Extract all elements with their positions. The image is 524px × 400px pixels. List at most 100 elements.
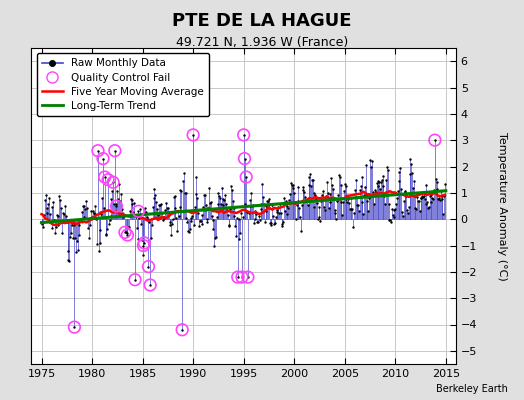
Point bbox=[179, 178, 187, 184]
Point bbox=[325, 198, 334, 205]
Point bbox=[208, 212, 216, 219]
Point bbox=[402, 193, 410, 199]
Point bbox=[303, 202, 312, 208]
Point bbox=[326, 191, 335, 198]
Point bbox=[77, 217, 85, 223]
Point bbox=[94, 148, 102, 154]
Point bbox=[299, 184, 308, 190]
Point bbox=[133, 225, 141, 232]
Point bbox=[388, 206, 396, 212]
Point bbox=[226, 206, 234, 212]
Point bbox=[252, 211, 260, 217]
Point bbox=[45, 195, 53, 201]
Point bbox=[283, 202, 292, 209]
Point bbox=[173, 228, 181, 234]
Point bbox=[54, 222, 62, 228]
Point bbox=[328, 181, 336, 188]
Point bbox=[329, 186, 337, 193]
Text: Berkeley Earth: Berkeley Earth bbox=[436, 384, 508, 394]
Point bbox=[66, 234, 74, 241]
Point bbox=[154, 212, 162, 218]
Point bbox=[99, 156, 107, 162]
Point bbox=[309, 177, 317, 184]
Point bbox=[214, 190, 223, 196]
Point bbox=[352, 177, 360, 184]
Point bbox=[345, 200, 353, 206]
Point bbox=[73, 238, 81, 244]
Text: PTE DE LA HAGUE: PTE DE LA HAGUE bbox=[172, 12, 352, 30]
Point bbox=[327, 174, 335, 181]
Point bbox=[361, 184, 369, 190]
Point bbox=[251, 216, 259, 222]
Point bbox=[421, 196, 429, 202]
Point bbox=[206, 199, 215, 206]
Point bbox=[148, 222, 156, 228]
Point bbox=[228, 198, 237, 204]
Point bbox=[381, 200, 389, 207]
Point bbox=[103, 226, 112, 232]
Point bbox=[201, 192, 209, 198]
Point bbox=[141, 205, 149, 212]
Point bbox=[230, 204, 238, 211]
Point bbox=[238, 274, 246, 280]
Point bbox=[181, 190, 190, 196]
Point bbox=[98, 195, 106, 201]
Point bbox=[335, 173, 344, 180]
Point bbox=[96, 226, 105, 233]
Point bbox=[406, 171, 414, 178]
Point bbox=[320, 207, 329, 214]
Point bbox=[268, 202, 277, 208]
Point bbox=[266, 220, 274, 226]
Point bbox=[406, 155, 414, 162]
Point bbox=[309, 190, 318, 196]
Point bbox=[438, 196, 446, 202]
Point bbox=[279, 219, 288, 225]
Point bbox=[220, 197, 228, 203]
Point bbox=[363, 191, 371, 198]
Point bbox=[43, 210, 52, 216]
Point bbox=[102, 232, 111, 239]
Point bbox=[234, 216, 243, 222]
Point bbox=[246, 202, 255, 209]
Point bbox=[163, 205, 172, 211]
Point bbox=[70, 324, 79, 330]
Point bbox=[157, 201, 165, 207]
Point bbox=[418, 193, 427, 199]
Point bbox=[344, 196, 352, 202]
Point bbox=[416, 208, 424, 214]
Point bbox=[377, 179, 385, 185]
Point bbox=[419, 194, 427, 200]
Point bbox=[335, 172, 343, 179]
Point bbox=[301, 194, 309, 200]
Point bbox=[44, 201, 52, 207]
Point bbox=[137, 221, 145, 227]
Point bbox=[284, 205, 292, 211]
Point bbox=[84, 235, 93, 241]
Point bbox=[69, 234, 77, 241]
Point bbox=[357, 174, 366, 180]
Point bbox=[395, 169, 403, 176]
Point bbox=[342, 196, 351, 202]
Point bbox=[101, 230, 110, 237]
Point bbox=[134, 208, 143, 214]
Point bbox=[75, 222, 84, 228]
Point bbox=[112, 203, 121, 209]
Point bbox=[105, 216, 114, 223]
Point bbox=[340, 188, 348, 194]
Point bbox=[347, 194, 356, 201]
Point bbox=[234, 274, 242, 280]
Point bbox=[196, 218, 205, 224]
Point bbox=[386, 216, 395, 223]
Point bbox=[308, 177, 316, 183]
Point bbox=[215, 193, 223, 199]
Point bbox=[138, 237, 146, 244]
Point bbox=[189, 132, 198, 138]
Point bbox=[311, 192, 320, 199]
Point bbox=[178, 326, 187, 333]
Point bbox=[73, 247, 82, 253]
Point bbox=[132, 213, 140, 220]
Point bbox=[411, 205, 420, 212]
Point bbox=[376, 186, 384, 192]
Point bbox=[355, 208, 363, 214]
Point bbox=[95, 240, 104, 246]
